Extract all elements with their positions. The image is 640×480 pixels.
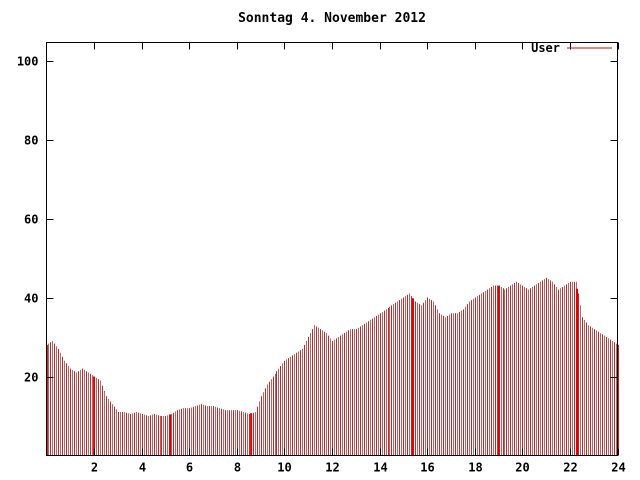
- chart-title: Sonntag 4. November 2012: [238, 11, 426, 26]
- y-tick-label: 40: [24, 292, 38, 306]
- x-tick-label: 24: [611, 461, 625, 475]
- x-tick-label: 8: [234, 461, 241, 475]
- y-tick-label: 100: [17, 55, 39, 69]
- x-tick-label: 18: [468, 461, 482, 475]
- axis-ticks: [46, 42, 619, 456]
- x-tick-label: 4: [139, 461, 146, 475]
- x-tick-label: 22: [563, 461, 577, 475]
- impulse-bars: [47, 277, 619, 456]
- x-tick-label: 12: [325, 461, 339, 475]
- x-tick-label: 2: [91, 461, 98, 475]
- x-tick-label: 14: [373, 461, 387, 475]
- x-tick-label: 16: [420, 461, 434, 475]
- x-tick-label: 6: [186, 461, 193, 475]
- y-tick-label: 20: [24, 371, 38, 385]
- x-tick-label: 10: [277, 461, 291, 475]
- y-tick-label: 80: [24, 134, 38, 148]
- y-tick-label: 60: [24, 213, 38, 227]
- legend-label: User: [531, 41, 560, 55]
- x-tick-label: 20: [515, 461, 529, 475]
